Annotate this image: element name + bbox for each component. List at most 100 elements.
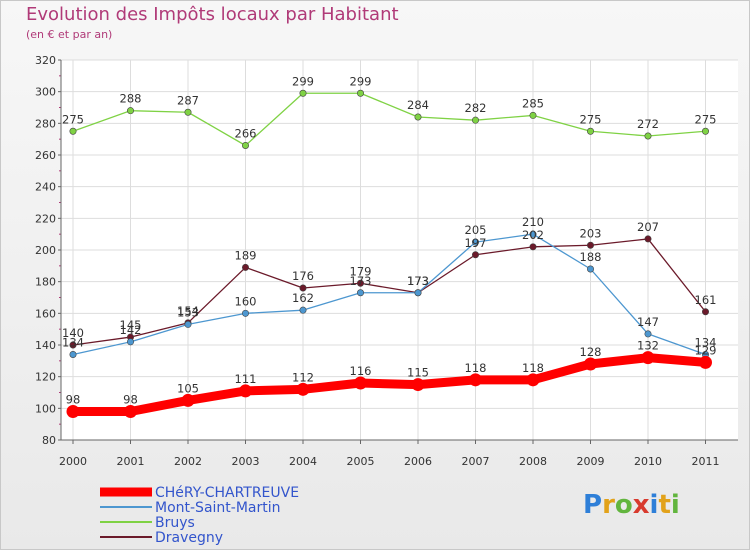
data-point [414, 289, 422, 297]
data-label: 145 [120, 318, 142, 332]
data-point [529, 230, 537, 238]
y-tick-label: 220 [35, 212, 56, 225]
data-point [299, 89, 307, 97]
data-point [356, 89, 364, 97]
data-label: 272 [637, 117, 659, 131]
data-point [127, 338, 135, 346]
data-point [586, 265, 594, 273]
y-tick-label: 80 [42, 434, 56, 447]
data-label: 287 [177, 93, 199, 107]
y-tick-label: 300 [35, 86, 56, 99]
data-label: 207 [637, 220, 659, 234]
data-point [184, 108, 192, 116]
series-line [72, 238, 707, 346]
data-label: 105 [177, 381, 199, 395]
x-tick-label: 2011 [692, 455, 720, 468]
data-label: 142 [120, 323, 142, 337]
data-point [184, 320, 192, 328]
y-tick-label: 200 [35, 244, 56, 257]
data-label: 266 [235, 127, 257, 141]
data-label: 116 [350, 364, 372, 378]
y-tick-label: 260 [35, 149, 56, 162]
data-point [471, 116, 479, 124]
data-label: 162 [292, 291, 314, 305]
data-point [239, 384, 252, 398]
data-point [644, 330, 652, 338]
data-label: 189 [235, 248, 257, 262]
data-point [641, 351, 655, 365]
data-label: 188 [580, 250, 602, 264]
data-point [414, 113, 422, 121]
x-tick-label: 2008 [519, 455, 547, 468]
data-point [644, 132, 652, 140]
data-label: 129 [695, 343, 717, 357]
data-point [529, 111, 537, 119]
y-tick-label: 320 [35, 54, 56, 67]
data-point [644, 235, 652, 243]
data-label: 153 [177, 305, 199, 319]
data-label: 161 [695, 293, 717, 307]
x-tick-label: 2003 [232, 455, 260, 468]
data-label: 285 [522, 96, 544, 110]
data-label: 173 [407, 274, 429, 288]
chart-title: Evolution des Impôts locaux par Habitant [26, 4, 399, 25]
data-label: 128 [580, 345, 602, 359]
data-point [701, 127, 709, 135]
data-label: 173 [407, 274, 429, 288]
proxiti-logo: Proxiti [583, 490, 680, 520]
data-label: 98 [123, 393, 138, 407]
x-tick-label: 2004 [289, 455, 317, 468]
data-label: 98 [66, 393, 81, 407]
data-point [411, 378, 425, 392]
x-tick-label: 2006 [404, 455, 432, 468]
data-point [699, 355, 712, 369]
data-point [356, 289, 364, 297]
x-tick-label: 2005 [347, 455, 375, 468]
data-point [471, 251, 479, 259]
x-tick-label: 2000 [59, 455, 87, 468]
data-point [701, 308, 709, 316]
data-label: 203 [580, 226, 602, 240]
data-point [586, 127, 594, 135]
data-point [299, 284, 307, 292]
data-label: 115 [407, 366, 429, 380]
y-tick-label: 100 [35, 402, 56, 415]
data-label: 282 [465, 101, 487, 115]
series-line [68, 353, 710, 416]
data-label: 210 [522, 215, 544, 229]
data-point [242, 142, 250, 150]
x-tick-label: 2009 [577, 455, 605, 468]
x-tick-label: 2001 [117, 455, 145, 468]
data-label: 112 [292, 370, 314, 384]
data-label: 179 [350, 264, 372, 278]
data-label: 160 [235, 294, 257, 308]
y-tick-label: 160 [35, 307, 56, 320]
data-point [69, 350, 77, 358]
data-point [354, 376, 367, 390]
data-point [584, 357, 597, 371]
data-point [127, 107, 135, 115]
data-point [181, 393, 195, 407]
data-label: 299 [292, 74, 314, 88]
data-point [299, 306, 307, 314]
data-point [69, 127, 77, 135]
data-label: 140 [62, 326, 84, 340]
data-label: 275 [62, 112, 84, 126]
y-tick-label: 140 [35, 339, 56, 352]
data-label: 132 [637, 339, 659, 353]
data-label: 134 [62, 336, 84, 350]
data-label: 118 [465, 361, 487, 375]
data-label: 202 [522, 228, 544, 242]
chart-subtitle: (en € et par an) [26, 28, 113, 41]
data-label: 134 [695, 336, 717, 350]
data-point [526, 373, 540, 387]
legend-label: Bruys [155, 515, 195, 531]
data-point [242, 309, 250, 317]
data-point [296, 382, 310, 396]
data-label: 118 [522, 361, 544, 375]
data-label: 299 [350, 74, 372, 88]
x-tick-label: 2007 [462, 455, 490, 468]
data-label: 284 [407, 98, 429, 112]
data-label: 173 [350, 274, 372, 288]
